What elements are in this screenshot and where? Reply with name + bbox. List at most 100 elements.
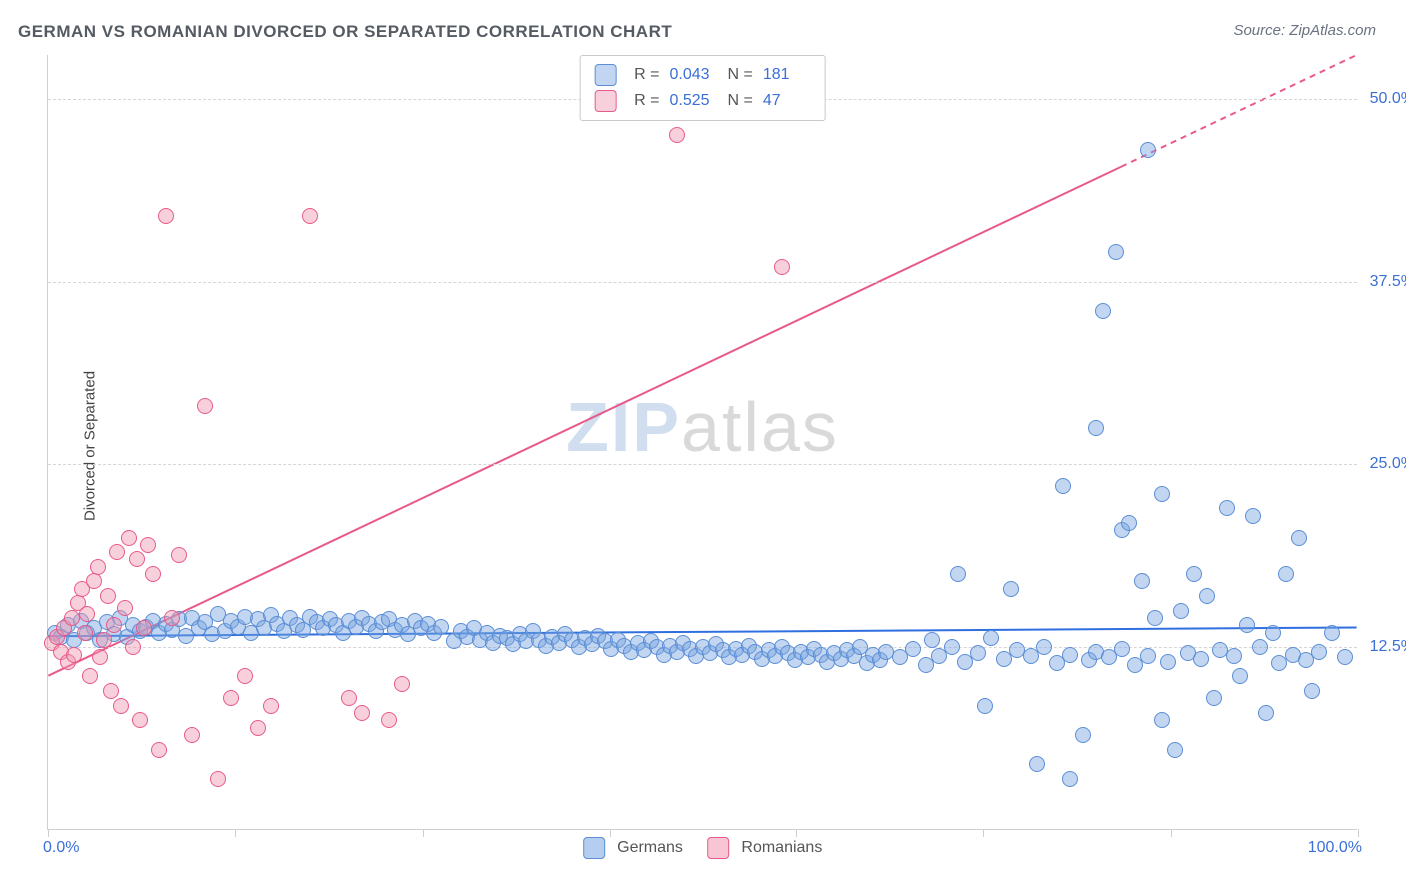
data-point bbox=[977, 698, 993, 714]
data-point bbox=[1036, 639, 1052, 655]
data-point bbox=[1114, 641, 1130, 657]
data-point bbox=[1121, 515, 1137, 531]
data-point bbox=[263, 698, 279, 714]
legend-row-romanians: R = 0.525 N = 47 bbox=[594, 88, 811, 114]
data-point bbox=[113, 698, 129, 714]
data-point bbox=[1134, 573, 1150, 589]
data-point bbox=[92, 649, 108, 665]
data-point bbox=[184, 727, 200, 743]
data-point bbox=[1055, 478, 1071, 494]
data-point bbox=[125, 639, 141, 655]
data-point bbox=[64, 610, 80, 626]
data-point bbox=[79, 606, 95, 622]
data-point bbox=[129, 551, 145, 567]
gridline bbox=[48, 464, 1357, 465]
data-point bbox=[354, 705, 370, 721]
data-point bbox=[381, 712, 397, 728]
legend-label-romanians: Romanians bbox=[741, 839, 822, 856]
data-point bbox=[96, 632, 112, 648]
n-value-romanians: 47 bbox=[763, 92, 811, 110]
data-point bbox=[1154, 712, 1170, 728]
data-point bbox=[1140, 142, 1156, 158]
y-tick-label: 12.5% bbox=[1370, 638, 1406, 656]
r-value-germans: 0.043 bbox=[670, 66, 718, 84]
data-point bbox=[1199, 588, 1215, 604]
data-point bbox=[1239, 617, 1255, 633]
legend-row-germans: R = 0.043 N = 181 bbox=[594, 62, 811, 88]
y-tick-label: 37.5% bbox=[1370, 273, 1406, 291]
data-point bbox=[210, 771, 226, 787]
swatch-romanians bbox=[594, 90, 616, 112]
data-point bbox=[1160, 654, 1176, 670]
x-tick bbox=[1171, 829, 1172, 837]
data-point bbox=[171, 547, 187, 563]
data-point bbox=[1252, 639, 1268, 655]
x-tick bbox=[983, 829, 984, 837]
data-point bbox=[1140, 648, 1156, 664]
data-point bbox=[90, 559, 106, 575]
data-point bbox=[1219, 500, 1235, 516]
watermark-rest: atlas bbox=[681, 388, 839, 466]
legend-label-germans: Germans bbox=[617, 839, 683, 856]
data-point bbox=[1206, 690, 1222, 706]
data-point bbox=[132, 712, 148, 728]
watermark: ZIPatlas bbox=[566, 387, 839, 467]
plot-area: ZIPatlas R = 0.043 N = 181 R = 0.525 N =… bbox=[47, 55, 1357, 830]
data-point bbox=[1062, 647, 1078, 663]
data-point bbox=[1291, 530, 1307, 546]
data-point bbox=[970, 645, 986, 661]
y-tick-label: 50.0% bbox=[1370, 90, 1406, 108]
data-point bbox=[983, 630, 999, 646]
data-point bbox=[109, 544, 125, 560]
data-point bbox=[1173, 603, 1189, 619]
x-min-label: 0.0% bbox=[43, 839, 79, 857]
data-point bbox=[103, 683, 119, 699]
data-point bbox=[158, 208, 174, 224]
x-tick bbox=[423, 829, 424, 837]
data-point bbox=[669, 127, 685, 143]
data-point bbox=[1278, 566, 1294, 582]
data-point bbox=[774, 259, 790, 275]
watermark-bold: ZIP bbox=[566, 388, 681, 466]
swatch-germans bbox=[594, 64, 616, 86]
data-point bbox=[1186, 566, 1202, 582]
data-point bbox=[1154, 486, 1170, 502]
data-point bbox=[905, 641, 921, 657]
data-point bbox=[1226, 648, 1242, 664]
data-point bbox=[1167, 742, 1183, 758]
series-legend: Germans Romanians bbox=[583, 837, 823, 859]
data-point bbox=[197, 398, 213, 414]
x-max-label: 100.0% bbox=[1308, 839, 1362, 857]
data-point bbox=[1095, 303, 1111, 319]
r-value-romanians: 0.525 bbox=[670, 92, 718, 110]
data-point bbox=[1304, 683, 1320, 699]
data-point bbox=[302, 208, 318, 224]
data-point bbox=[1003, 581, 1019, 597]
data-point bbox=[66, 647, 82, 663]
data-point bbox=[106, 617, 122, 633]
data-point bbox=[223, 690, 239, 706]
data-point bbox=[136, 620, 152, 636]
source-label: Source: ZipAtlas.com bbox=[1233, 22, 1376, 39]
data-point bbox=[1265, 625, 1281, 641]
y-tick-label: 25.0% bbox=[1370, 455, 1406, 473]
data-point bbox=[924, 632, 940, 648]
legend-item-romanians: Romanians bbox=[707, 837, 822, 859]
data-point bbox=[82, 668, 98, 684]
data-point bbox=[86, 573, 102, 589]
data-point bbox=[433, 619, 449, 635]
data-point bbox=[100, 588, 116, 604]
data-point bbox=[164, 610, 180, 626]
x-tick bbox=[610, 829, 611, 837]
data-point bbox=[145, 566, 161, 582]
data-point bbox=[950, 566, 966, 582]
x-tick bbox=[796, 829, 797, 837]
correlation-legend: R = 0.043 N = 181 R = 0.525 N = 47 bbox=[579, 55, 826, 121]
data-point bbox=[250, 720, 266, 736]
data-point bbox=[1147, 610, 1163, 626]
data-point bbox=[140, 537, 156, 553]
data-point bbox=[237, 668, 253, 684]
x-tick bbox=[48, 829, 49, 837]
data-point bbox=[1337, 649, 1353, 665]
data-point bbox=[1088, 420, 1104, 436]
